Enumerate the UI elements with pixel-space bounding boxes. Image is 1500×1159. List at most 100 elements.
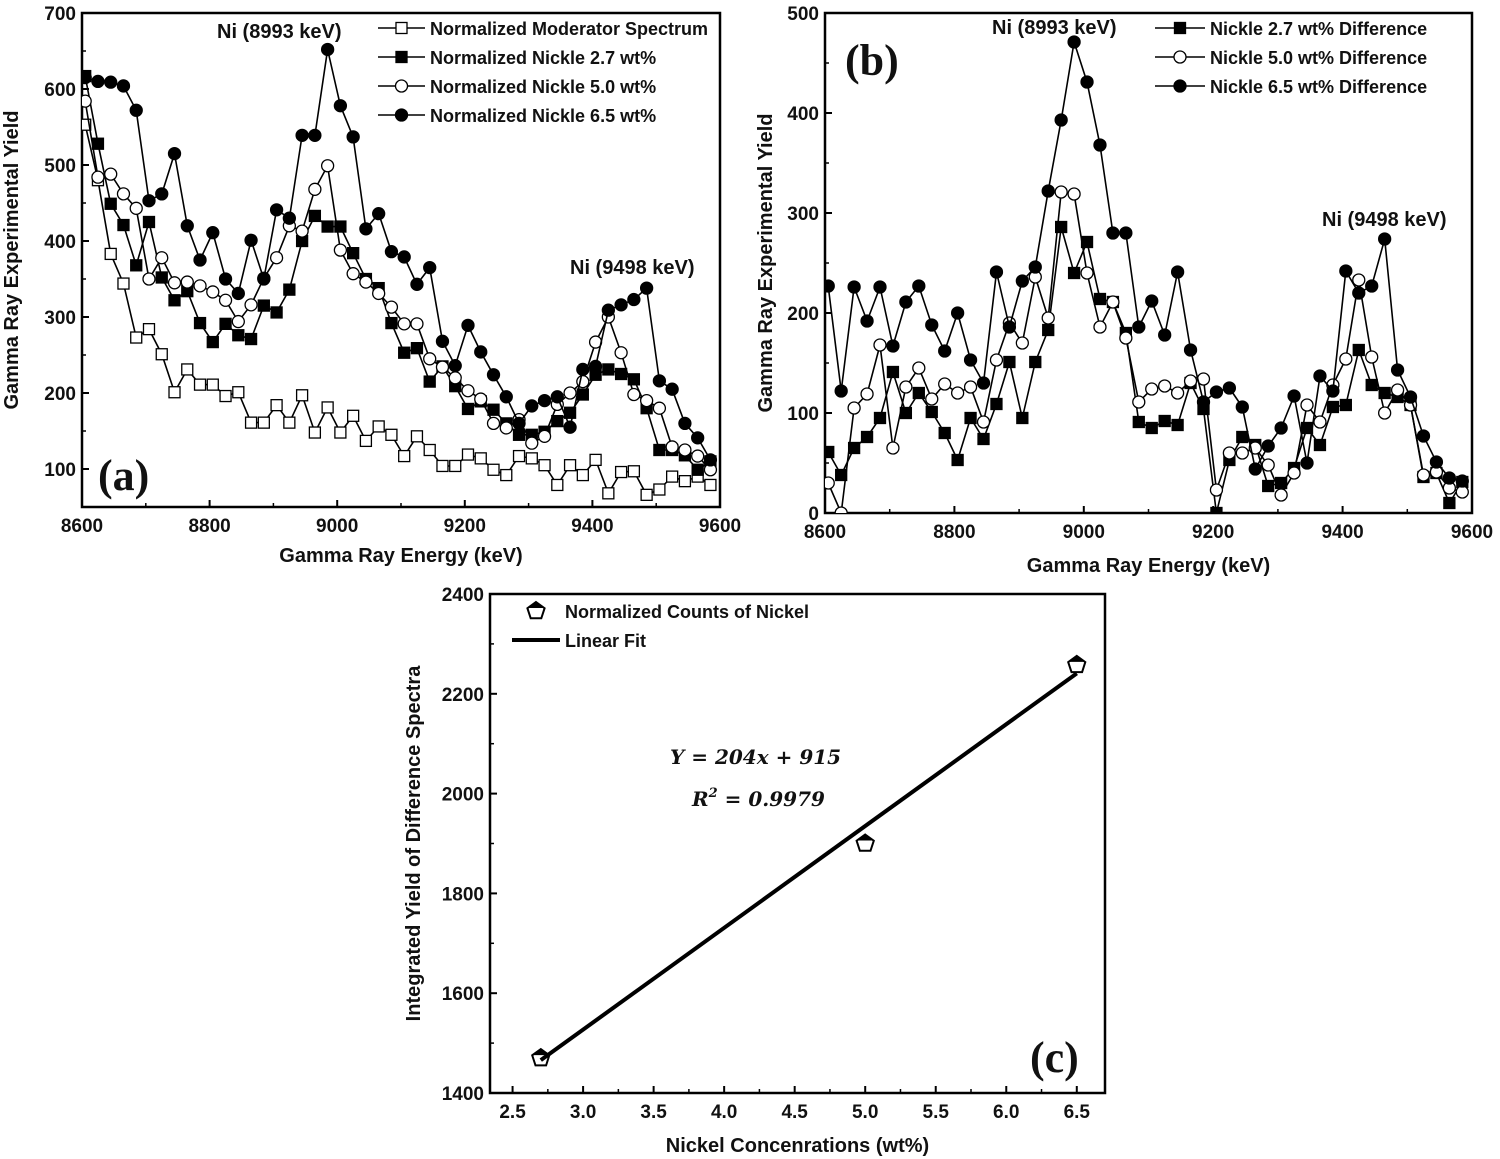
x-tick-label: 9200 [1192, 522, 1234, 543]
legend-label: Normalized Nickle 5.0 wt% [430, 77, 656, 97]
data-point [167, 146, 182, 161]
data-point [1002, 320, 1017, 334]
data-point [142, 323, 156, 336]
y-tick-label: 300 [787, 204, 819, 225]
data-point [1313, 415, 1327, 429]
data-point [512, 416, 526, 431]
data-point [1080, 266, 1094, 280]
data-point [1378, 232, 1392, 246]
data-point [1326, 400, 1340, 414]
data-point [1390, 363, 1405, 377]
data-point [1145, 382, 1159, 396]
data-point [486, 416, 501, 431]
data-point [1080, 75, 1094, 89]
y-axis-label: Gamma Ray Experimental Yield [755, 113, 777, 412]
data-point [1455, 474, 1469, 488]
data-point [91, 170, 105, 184]
data-point [320, 42, 335, 57]
data-point [1041, 311, 1055, 325]
data-point [1055, 220, 1068, 234]
data-point [639, 393, 654, 408]
data-point [82, 70, 92, 85]
data-point [359, 434, 373, 448]
data-point [525, 399, 539, 413]
data-point [1132, 395, 1146, 409]
data-point [130, 259, 143, 272]
data-point [1029, 355, 1042, 369]
data-point [925, 392, 939, 406]
data-point [410, 430, 424, 443]
data-point [206, 225, 220, 240]
data-point [116, 187, 131, 201]
legend-marker [395, 21, 408, 35]
data-point [448, 358, 462, 373]
r-value: = 0.9979 [718, 787, 825, 811]
data-point [691, 463, 704, 476]
data-point [423, 260, 437, 275]
data-point [398, 346, 411, 359]
data-point [129, 201, 143, 215]
legend-marker-fill [528, 602, 544, 608]
data-point [1028, 260, 1042, 274]
data-point [168, 386, 181, 399]
data-point [142, 194, 156, 208]
data-point [976, 415, 991, 429]
data-point [886, 339, 900, 353]
data-point [835, 468, 848, 482]
data-point [1365, 279, 1379, 293]
series-line [827, 41, 1463, 482]
legend-item: Normalized Nickle 2.7 wt% [378, 48, 656, 68]
data-point-fill [1068, 655, 1085, 662]
data-point [1093, 138, 1107, 152]
data-point [976, 376, 991, 390]
data-point [847, 280, 861, 294]
data-point [1235, 400, 1249, 414]
data-point [1442, 471, 1457, 485]
data-point [551, 414, 564, 428]
data-point [257, 272, 271, 286]
data-point [899, 406, 913, 420]
data-point [346, 247, 360, 260]
data-point [474, 345, 488, 359]
y-tick-label: 2000 [442, 785, 484, 806]
panel-b: 8600 8800 9000 9200 9400 9600 0 100 200 300 400 500… [755, 4, 1493, 577]
data-point [627, 373, 641, 386]
legend-item: Normalized Counts of Nickel [526, 600, 809, 622]
data-point [640, 488, 653, 501]
data-point [512, 449, 526, 463]
data-point [963, 380, 978, 394]
data-point [1158, 379, 1172, 393]
data-point [334, 220, 347, 233]
x-tick-label: 4.0 [711, 1102, 737, 1123]
data-point [295, 128, 309, 143]
data-point [283, 283, 296, 296]
series-0 [82, 118, 717, 501]
data-point [1132, 415, 1145, 429]
data-point [218, 293, 233, 307]
panel-a: 8600 8800 9000 9200 9400 9600 100 200 300 400 500 6… [1, 4, 741, 567]
data-point [269, 251, 284, 265]
data-point [1300, 456, 1314, 470]
x-tick-label: 8600 [804, 522, 846, 543]
data-point [691, 449, 705, 463]
x-tick-label: 9600 [1451, 522, 1493, 543]
data-point [500, 468, 513, 482]
data-point [423, 375, 436, 388]
data-point [1042, 323, 1055, 337]
data-point [117, 218, 130, 232]
panel-label: (c) [1030, 1033, 1079, 1082]
data-point [232, 386, 245, 399]
data-point [180, 275, 194, 289]
data-point [1365, 350, 1379, 364]
data-point [129, 103, 143, 117]
data-point [117, 277, 130, 290]
data-point [588, 359, 603, 374]
x-tick-label: 9400 [571, 516, 613, 537]
legend-label: Normalized Counts of Nickel [565, 602, 809, 622]
data-point [1339, 264, 1353, 278]
data-point [977, 432, 990, 446]
data-point [576, 362, 590, 377]
data-point [1209, 385, 1224, 399]
data-point [461, 402, 475, 416]
data-point [231, 314, 245, 329]
